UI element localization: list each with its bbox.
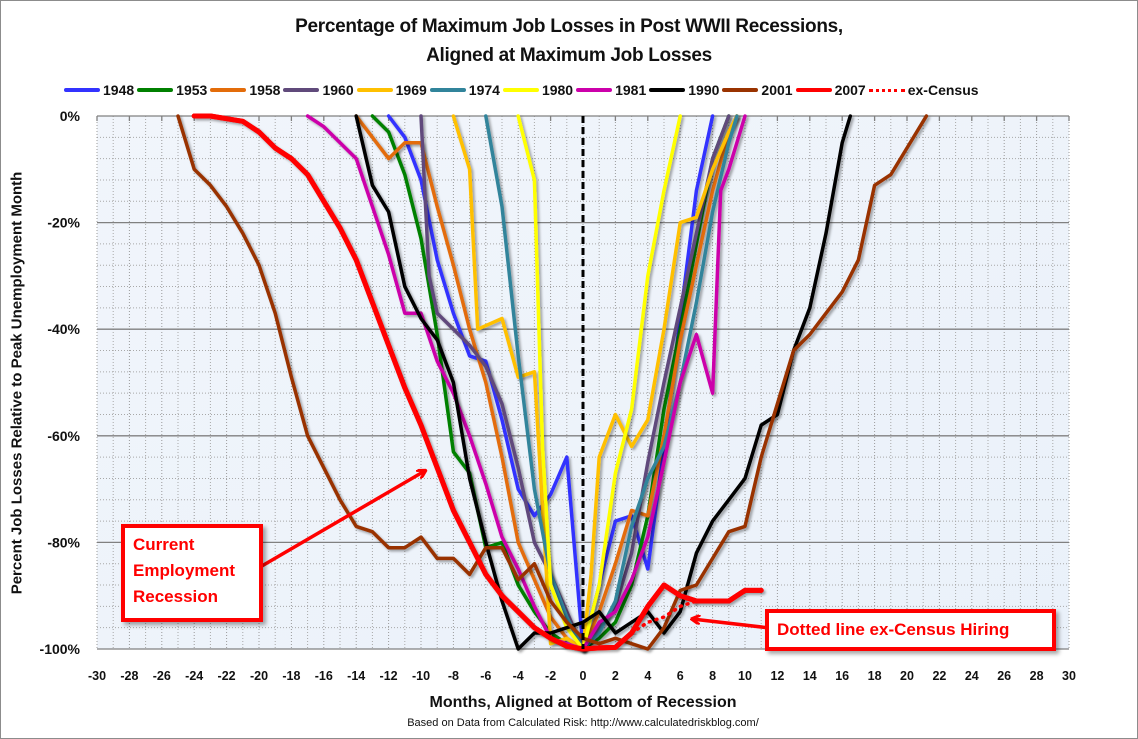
x-tick-label: 22: [932, 669, 946, 683]
legend-item: 1990: [649, 82, 719, 98]
x-tick-label: -6: [480, 669, 491, 683]
series-1958-line: [354, 114, 739, 651]
x-tick-label: 8: [709, 669, 716, 683]
legend-item: 1953: [137, 82, 207, 98]
annotation-arrows: [254, 471, 771, 630]
legend-swatch: [64, 88, 100, 92]
y-tick-label: -20%: [47, 215, 80, 231]
x-tick-label: -24: [185, 669, 203, 683]
source-note: Based on Data from Calculated Risk: http…: [407, 717, 759, 729]
x-tick-label: -18: [282, 669, 300, 683]
x-tick-label: 14: [803, 669, 817, 683]
x-tick-label: 4: [644, 669, 651, 683]
legend-label: 1990: [688, 82, 720, 98]
arrow-ex-census: [692, 619, 771, 630]
x-tick-label: -30: [88, 669, 106, 683]
legend-item: 2001: [722, 82, 793, 98]
x-tick-label: 2: [612, 669, 619, 683]
callout-ex-census: Dotted line ex-Census Hiring: [765, 609, 1056, 651]
legend-swatch: [868, 88, 905, 92]
y-axis-label: Percent Job Losses Relative to Peak Unem…: [8, 171, 26, 594]
y-tick-label: 0%: [60, 108, 81, 124]
x-tick-label: -28: [120, 669, 138, 683]
legend-item: 1960: [283, 82, 354, 98]
legend-item: 1948: [64, 82, 134, 98]
series-1981-line: [305, 114, 747, 651]
series-2007-line-top: [191, 113, 764, 652]
x-tick-label: 30: [1062, 669, 1076, 683]
legend-swatch: [795, 88, 832, 92]
legend-item: 2007: [795, 82, 866, 98]
x-tick-labels: -30 -28 -26 -24 -22 -20 -18 -16 -14 -12 -10 -8 -6 -4-…: [88, 669, 1076, 683]
series-1974-line: [484, 114, 739, 651]
legend-item: 1981: [576, 82, 646, 98]
x-tick-label: -20: [250, 669, 268, 683]
legend-swatch: [649, 88, 686, 92]
legend-item: ex-Census: [868, 82, 979, 98]
legend-label: 1958: [249, 82, 281, 98]
x-tick-label: 18: [868, 669, 882, 683]
x-tick-label: -10: [412, 669, 430, 683]
y-tick-label: -100%: [40, 641, 81, 657]
legend-label: 1974: [468, 82, 500, 98]
x-tick-label: -12: [380, 669, 398, 683]
chart-subtitle: Aligned at Maximum Job Losses: [426, 45, 712, 66]
x-tick-label: -16: [315, 669, 333, 683]
x-tick-label: -4: [513, 669, 524, 683]
x-tick-label: -2: [545, 669, 556, 683]
x-tick-label: 0: [580, 669, 587, 683]
x-tick-label: 26: [997, 669, 1011, 683]
legend-swatch: [576, 88, 613, 92]
legend-swatch: [502, 88, 539, 92]
x-tick-label: 16: [835, 669, 849, 683]
legend-label: 1969: [395, 82, 427, 98]
legend-label: 1948: [103, 82, 135, 98]
legend-swatch: [137, 88, 174, 92]
legend-item: 1980: [502, 82, 574, 98]
x-tick-label: 20: [900, 669, 914, 683]
y-tick-label: -60%: [47, 428, 80, 444]
legend-label: 1960: [322, 82, 354, 98]
arrow-current-recession: [254, 471, 425, 572]
legend-label: ex-Census: [907, 82, 979, 98]
x-tick-label: 12: [770, 669, 784, 683]
legend-label: 1981: [615, 82, 647, 98]
legend-swatch: [210, 88, 247, 92]
x-tick-label: 24: [965, 669, 979, 683]
y-tick-labels: 0% -20% -40% -60% -80% -100%: [40, 108, 81, 657]
x-axis-label: Months, Aligned at Bottom of Recession: [429, 694, 737, 711]
x-tick-label: -26: [153, 669, 171, 683]
series-2001-line: [176, 114, 929, 651]
legend-item: 1969: [356, 82, 427, 98]
x-tick-label: 28: [1030, 669, 1044, 683]
chart-title: Percentage of Maximum Job Losses in Post…: [295, 16, 843, 37]
legend-label: 2007: [834, 82, 866, 98]
x-tick-label: 6: [677, 669, 684, 683]
legend-swatch: [722, 88, 759, 92]
x-tick-label: -8: [448, 669, 459, 683]
legend-swatch: [283, 88, 320, 92]
callout-current-recession: Current Employment Recession: [121, 524, 263, 622]
legend-swatch: [429, 88, 466, 92]
x-tick-label: -14: [347, 669, 365, 683]
y-tick-label: -80%: [47, 534, 80, 550]
legend: 1948 1953 1958 1960 1969 1974 1980 1981 1990 2001…: [64, 80, 982, 100]
legend-label: 2001: [761, 82, 793, 98]
x-tick-label: -22: [218, 669, 236, 683]
legend-label: 1953: [176, 82, 208, 98]
series-layer: [176, 113, 929, 652]
series-1969-line: [451, 114, 739, 651]
series-1960-line: [419, 114, 731, 651]
x-tick-label: 10: [738, 669, 752, 683]
y-axis-label-wrap: Percent Job Losses Relative to Peak Unem…: [6, 116, 28, 649]
legend-label: 1980: [541, 82, 574, 98]
y-tick-label: -40%: [47, 321, 80, 337]
series-ex-census-line: [629, 599, 699, 635]
legend-swatch: [356, 88, 393, 92]
legend-item: 1958: [210, 82, 280, 98]
legend-item: 1974: [429, 82, 500, 98]
